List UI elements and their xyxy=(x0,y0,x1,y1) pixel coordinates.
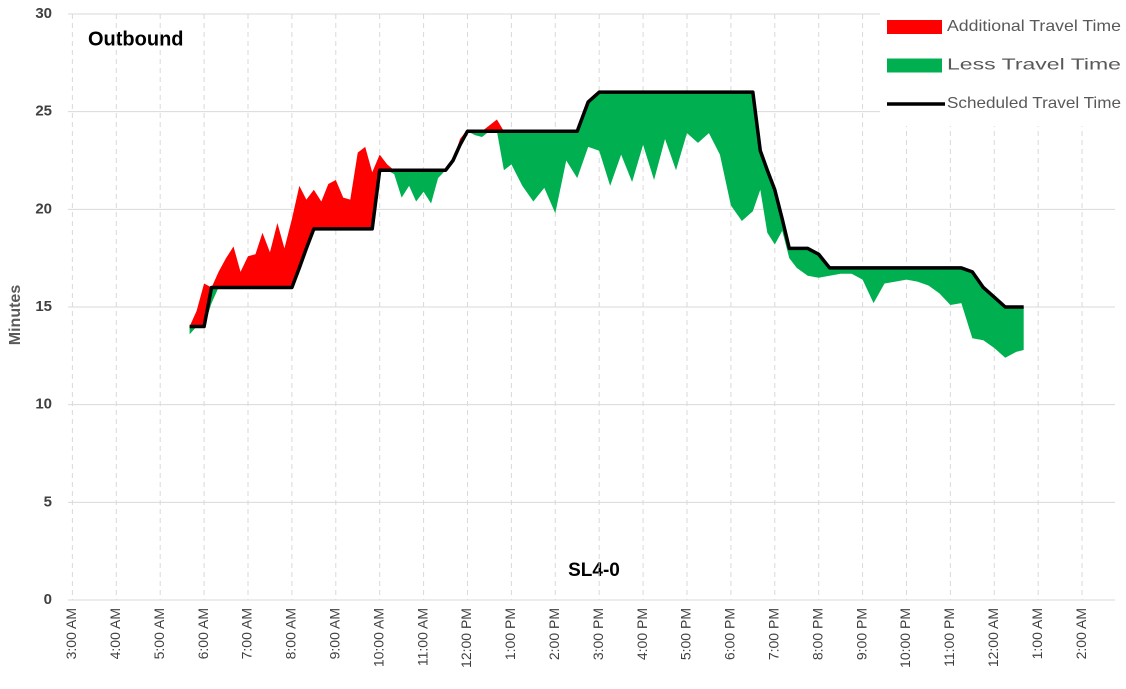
x-tick-label: 6:00 AM xyxy=(195,608,211,659)
x-tick-label: 10:00 PM xyxy=(897,608,913,668)
y-tick-label: 25 xyxy=(35,103,52,120)
y-tick-label: 20 xyxy=(35,200,52,217)
chart-subtitle: SL4-0 xyxy=(568,560,620,581)
x-tick-label: 2:00 PM xyxy=(546,608,562,660)
legend-label: Less Travel Time xyxy=(947,57,1121,74)
x-tick-label: 12:00 AM xyxy=(985,608,1001,667)
x-tick-label: 9:00 PM xyxy=(853,608,869,660)
x-tick-label: 11:00 AM xyxy=(414,608,430,666)
legend-label: Additional Travel Time xyxy=(947,18,1121,35)
x-tick-label: 9:00 AM xyxy=(326,608,342,659)
area xyxy=(189,92,1024,358)
area xyxy=(189,92,1024,327)
chart-title: Outbound xyxy=(88,28,184,50)
x-tick-label: 1:00 AM xyxy=(1029,608,1045,659)
legend-label: Scheduled Travel Time xyxy=(947,95,1121,112)
x-tick-label: 2:00 AM xyxy=(1073,608,1089,659)
x-tick-label: 8:00 PM xyxy=(809,608,825,660)
legend: Additional Travel Time Less Travel Time Sc… xyxy=(880,8,1126,126)
x-tick-label: 7:00 AM xyxy=(239,608,255,659)
x-tick-label: 3:00 PM xyxy=(590,608,606,660)
x-tick-label: 3:00 AM xyxy=(63,608,79,659)
x-tick-label: 11:00 PM xyxy=(941,608,957,667)
legend-swatch xyxy=(887,20,942,34)
x-tick-label: 4:00 AM xyxy=(107,608,123,659)
line xyxy=(189,90,1024,329)
x-tick-label: 10:00 AM xyxy=(370,608,386,667)
y-tick-label: 15 xyxy=(35,298,52,315)
y-tick-label: 10 xyxy=(35,396,52,413)
x-tick-label: 4:00 PM xyxy=(634,608,650,660)
x-tick-label: 7:00 PM xyxy=(765,608,781,660)
x-tick-label: 12:00 PM xyxy=(458,608,474,668)
x-tick-label: 5:00 AM xyxy=(151,608,167,659)
y-tick-label: 5 xyxy=(44,493,52,510)
y-axis-label: Minutes xyxy=(7,285,24,346)
x-tick-label: 6:00 PM xyxy=(722,608,738,660)
y-tick-label: 30 xyxy=(35,5,52,22)
x-tick-label: 5:00 PM xyxy=(678,608,694,660)
legend-swatch xyxy=(887,58,942,73)
x-tick-label: 1:00 PM xyxy=(502,608,518,660)
x-tick-label: 8:00 AM xyxy=(283,608,299,659)
y-tick-label: 0 xyxy=(44,591,52,608)
